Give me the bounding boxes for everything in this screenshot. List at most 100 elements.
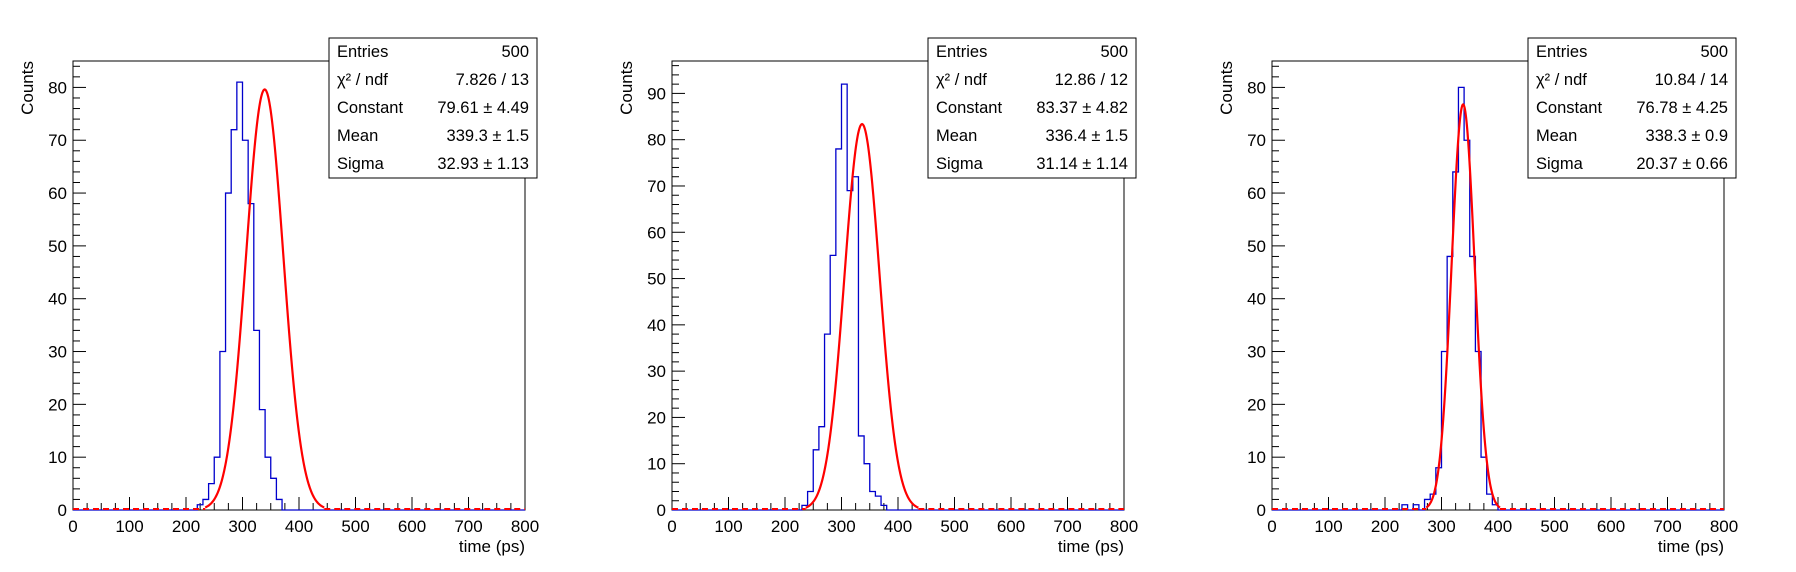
- x-tick-label: 600: [997, 517, 1025, 536]
- y-tick-label: 0: [657, 501, 666, 520]
- stat-value: 12.86 / 12: [1055, 71, 1128, 89]
- x-tick-label: 400: [1484, 517, 1512, 536]
- histogram-bin: [254, 330, 260, 510]
- histogram-bin: [231, 130, 237, 510]
- histogram-bin: [1481, 457, 1487, 510]
- histogram-panel-1: 0 100 200 300 400 500 600 700 800 0 10 20 30 40 50 60 70…: [18, 37, 539, 556]
- y-tick-label: 10: [1247, 448, 1266, 467]
- y-tick-label: 0: [1257, 501, 1266, 520]
- stat-value: 338.3 ± 0.9: [1646, 127, 1728, 145]
- histogram-bin: [1464, 140, 1470, 510]
- x-tick-label: 500: [1540, 517, 1568, 536]
- histogram-bin: [853, 177, 859, 510]
- stats-box: Entries 500 χ² / ndf 10.84 / 14 Constant 76.7…: [1527, 37, 1737, 179]
- histogram-bin: [214, 457, 220, 510]
- y-tick-label: 70: [647, 177, 666, 196]
- histogram-bin: [875, 496, 881, 510]
- y-tick-label: 70: [1247, 131, 1266, 150]
- histogram-bin: [265, 457, 271, 510]
- histogram-bin: [819, 427, 825, 510]
- y-tick-label: 20: [647, 408, 666, 427]
- y-axis-title: Counts: [1217, 61, 1236, 115]
- stat-label: Constant: [936, 99, 1002, 117]
- stat-value: 500: [1700, 43, 1728, 61]
- stats-box-frame: [328, 37, 538, 179]
- histogram-bin: [864, 464, 870, 510]
- stat-value: 7.826 / 13: [456, 71, 529, 89]
- x-tick-label: 600: [398, 517, 426, 536]
- stat-label: Mean: [1536, 127, 1577, 145]
- x-tick-label: 800: [1710, 517, 1738, 536]
- y-tick-label: 60: [1247, 184, 1266, 203]
- y-tick-label: 0: [58, 501, 67, 520]
- stat-value: 10.84 / 14: [1655, 71, 1728, 89]
- histogram-steps: [73, 81, 525, 511]
- y-tick-label: 40: [647, 316, 666, 335]
- x-tick-label: 500: [940, 517, 968, 536]
- y-tick-label: 40: [48, 290, 67, 309]
- y-tick-label: 20: [1247, 395, 1266, 414]
- stat-label: Sigma: [936, 155, 984, 173]
- x-tick-label: 700: [454, 517, 482, 536]
- histogram-bin: [276, 499, 282, 510]
- stat-value: 31.14 ± 1.14: [1036, 155, 1128, 173]
- x-tick-label: 700: [1653, 517, 1681, 536]
- stat-value: 76.78 ± 4.25: [1636, 99, 1728, 117]
- y-tick-label: 20: [48, 395, 67, 414]
- x-tick-label: 100: [115, 517, 143, 536]
- histogram-panel-3: 0 100 200 300 400 500 600 700 800 0 10 20 30 40 50 60 70…: [1217, 37, 1738, 556]
- stat-label: Sigma: [337, 155, 385, 173]
- y-tick-label: 30: [647, 362, 666, 381]
- x-tick-label: 0: [68, 517, 77, 536]
- stat-label: Constant: [337, 99, 403, 117]
- histogram-bin: [1458, 87, 1464, 510]
- stat-label: χ² / ndf: [936, 71, 987, 89]
- stats-box-frame: [927, 37, 1137, 179]
- y-tick-label: 80: [1247, 78, 1266, 97]
- stat-label: χ² / ndf: [1536, 71, 1587, 89]
- x-axis-title: time (ps): [1058, 537, 1124, 556]
- x-tick-label: 600: [1597, 517, 1625, 536]
- x-tick-label: 300: [228, 517, 256, 536]
- x-tick-label: 800: [511, 517, 539, 536]
- y-tick-label: 50: [1247, 237, 1266, 256]
- stats-box-frame: [1527, 37, 1737, 179]
- x-tick-label: 300: [827, 517, 855, 536]
- histogram-bin: [259, 410, 265, 510]
- y-tick-label: 60: [647, 223, 666, 242]
- stat-label: Mean: [337, 127, 378, 145]
- y-tick-label: 30: [48, 343, 67, 362]
- gaussian-fit-curve: [204, 88, 325, 509]
- x-axis-title: time (ps): [1658, 537, 1724, 556]
- x-tick-label: 0: [667, 517, 676, 536]
- y-tick-label: 40: [1247, 290, 1266, 309]
- stat-value: 339.3 ± 1.5: [447, 127, 529, 145]
- histogram-steps: [672, 83, 1124, 511]
- histogram-bin: [1487, 494, 1493, 510]
- histogram-panel-2: 0 100 200 300 400 500 600 700 800 0 10 20 30 40 50 60 70…: [617, 37, 1138, 556]
- x-tick-label: 700: [1053, 517, 1081, 536]
- stat-label: Entries: [1536, 43, 1587, 61]
- stat-label: χ² / ndf: [337, 71, 388, 89]
- y-axis-title: Counts: [617, 61, 636, 115]
- x-tick-label: 200: [771, 517, 799, 536]
- x-tick-label: 300: [1427, 517, 1455, 536]
- x-axis-title: time (ps): [459, 537, 525, 556]
- histogram-bin: [271, 478, 277, 510]
- stat-value: 79.61 ± 4.49: [437, 99, 529, 117]
- x-tick-label: 800: [1110, 517, 1138, 536]
- y-tick-label: 10: [647, 455, 666, 474]
- x-tick-label: 100: [1314, 517, 1342, 536]
- stat-label: Entries: [936, 43, 987, 61]
- x-tick-label: 400: [884, 517, 912, 536]
- stat-label: Mean: [936, 127, 977, 145]
- y-axis-title: Counts: [18, 61, 37, 115]
- histogram-bin: [237, 82, 243, 510]
- x-tick-label: 200: [172, 517, 200, 536]
- y-tick-label: 90: [647, 84, 666, 103]
- gaussian-fit-curve: [1425, 103, 1501, 509]
- y-tick-label: 80: [48, 78, 67, 97]
- x-tick-label: 100: [714, 517, 742, 536]
- stat-value: 32.93 ± 1.13: [437, 155, 529, 173]
